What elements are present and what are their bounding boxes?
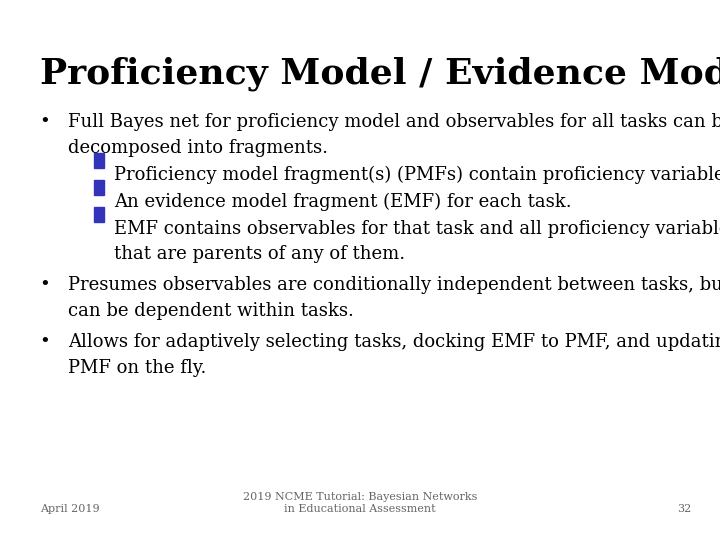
Text: Proficiency model fragment(s) (PMFs) contain proficiency variables.: Proficiency model fragment(s) (PMFs) con… <box>114 166 720 184</box>
Text: •: • <box>40 276 50 294</box>
Text: PMF on the fly.: PMF on the fly. <box>68 359 207 376</box>
Bar <box>94 153 104 168</box>
Bar <box>94 207 104 222</box>
Text: April 2019: April 2019 <box>40 504 99 514</box>
Bar <box>94 180 104 195</box>
Text: •: • <box>40 333 50 351</box>
Text: •: • <box>40 113 50 131</box>
Text: Full Bayes net for proficiency model and observables for all tasks can be: Full Bayes net for proficiency model and… <box>68 113 720 131</box>
Text: 32: 32 <box>677 504 691 514</box>
Text: decomposed into fragments.: decomposed into fragments. <box>68 139 328 157</box>
Text: EMF contains observables for that task and all proficiency variables: EMF contains observables for that task a… <box>114 220 720 238</box>
Text: Proficiency Model / Evidence Model Split: Proficiency Model / Evidence Model Split <box>40 57 720 91</box>
Text: Allows for adaptively selecting tasks, docking EMF to PMF, and updating: Allows for adaptively selecting tasks, d… <box>68 333 720 351</box>
Text: that are parents of any of them.: that are parents of any of them. <box>114 245 405 263</box>
Text: Presumes observables are conditionally independent between tasks, but: Presumes observables are conditionally i… <box>68 276 720 294</box>
Text: 2019 NCME Tutorial: Bayesian Networks
in Educational Assessment: 2019 NCME Tutorial: Bayesian Networks in… <box>243 492 477 514</box>
Text: An evidence model fragment (EMF) for each task.: An evidence model fragment (EMF) for eac… <box>114 193 572 211</box>
Text: can be dependent within tasks.: can be dependent within tasks. <box>68 302 354 320</box>
